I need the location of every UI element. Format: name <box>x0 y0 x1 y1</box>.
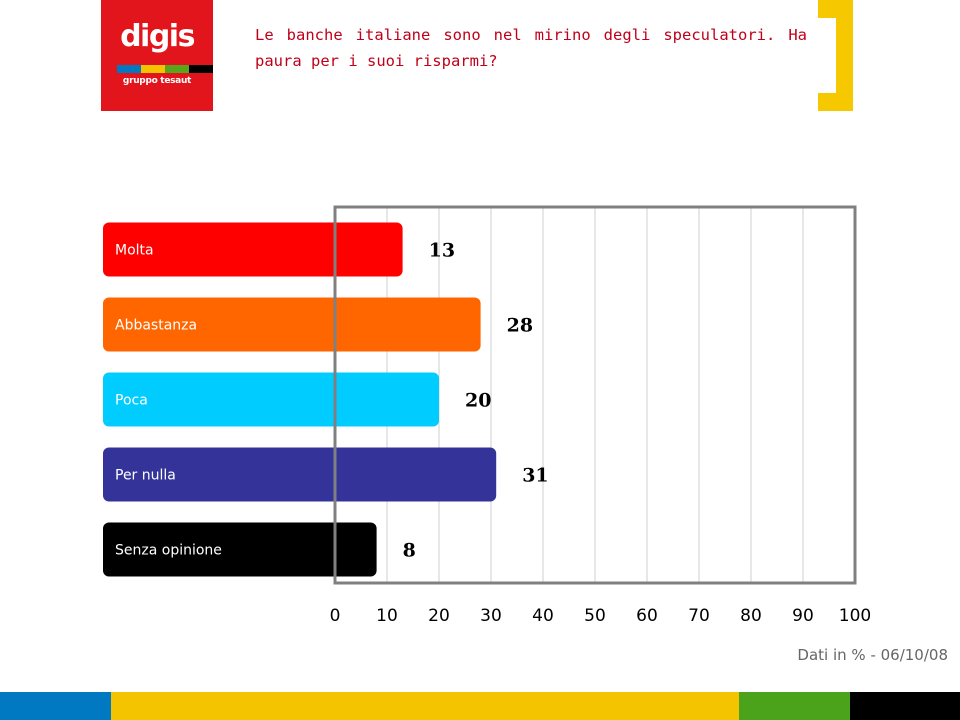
bar <box>103 297 481 352</box>
bar-value-label: 31 <box>522 465 548 487</box>
bar-value-label: 20 <box>465 390 491 412</box>
x-tick-label: 60 <box>636 606 658 626</box>
x-tick-label: 70 <box>688 606 710 626</box>
bar-category-label: Senza opinione <box>115 543 222 559</box>
bottom-bar-segment-black <box>850 692 960 720</box>
bar-value-label: 13 <box>429 240 455 262</box>
logo-tagline: gruppo tesaut <box>122 76 192 86</box>
bottom-bar-segment-green <box>739 692 850 720</box>
x-tick-label: 40 <box>532 606 554 626</box>
bar-category-label: Per nulla <box>115 468 176 484</box>
x-tick-label: 10 <box>376 606 398 626</box>
digis-logo: digis gruppo tesaut <box>101 0 213 111</box>
bar-category-label: Molta <box>115 243 154 259</box>
bar-value-label: 8 <box>403 540 416 562</box>
x-tick-label: 20 <box>428 606 450 626</box>
logo-color-stripes <box>117 65 213 73</box>
bar <box>103 222 403 277</box>
logo-stripe <box>141 65 165 73</box>
bracket-shape <box>818 0 853 111</box>
x-tick-label: 80 <box>740 606 762 626</box>
logo-wordmark: digis <box>120 19 195 54</box>
bar <box>103 372 439 427</box>
x-tick-label: 90 <box>792 606 814 626</box>
bar-category-label: Poca <box>115 393 148 409</box>
bar-category-label: Abbastanza <box>115 318 197 334</box>
x-tick-label: 30 <box>480 606 502 626</box>
x-tick-label: 100 <box>839 606 871 626</box>
source-note: Dati in % - 06/10/08 <box>797 646 948 664</box>
logo-stripe <box>117 65 141 73</box>
logo-stripe <box>189 65 213 73</box>
yellow-bracket-icon <box>818 0 853 111</box>
bar <box>103 522 377 577</box>
bottom-color-bar <box>0 692 960 720</box>
plot-border <box>333 205 857 585</box>
bar-value-label: 28 <box>507 315 533 337</box>
x-tick-label: 0 <box>330 606 341 626</box>
bottom-bar-segment-yellow <box>111 692 739 720</box>
logo-stripe <box>165 65 189 73</box>
page-title: Le banche italiane sono nel mirino degli… <box>255 26 807 70</box>
x-tick-label: 50 <box>584 606 606 626</box>
bottom-bar-segment-blue <box>0 692 111 720</box>
bar <box>103 447 497 502</box>
